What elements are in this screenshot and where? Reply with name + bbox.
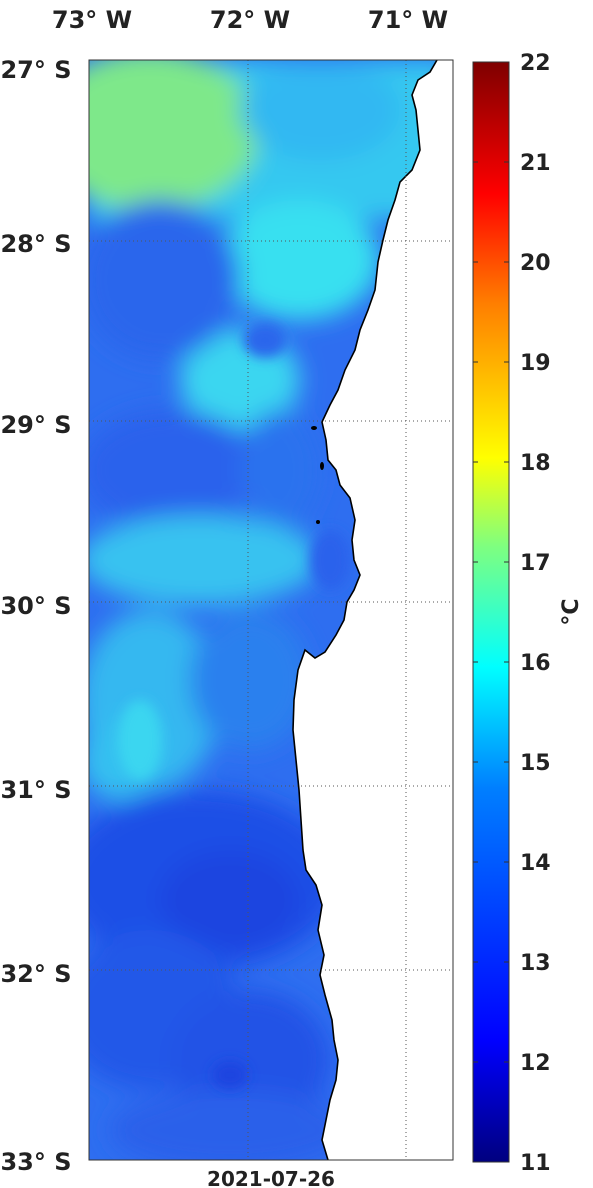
colorbar-tick-label: 13 xyxy=(520,951,551,976)
colorbar-tick-label: 15 xyxy=(520,751,551,776)
lat-label-29s: 29° S xyxy=(0,411,71,439)
colorbar-tick-label: 16 xyxy=(520,651,551,676)
longitude-labels: 73° W 72° W 71° W xyxy=(52,6,448,34)
sst-field xyxy=(89,60,437,1160)
sst-detail-patches xyxy=(118,322,350,1089)
colorbar-ticks: 11 12 13 14 15 16 17 18 19 20 21 22 xyxy=(473,51,551,1176)
sst-patches xyxy=(89,60,437,1160)
colorbar-tick-label: 19 xyxy=(520,351,551,376)
lat-label-32s: 32° S xyxy=(0,960,71,988)
lat-label-30s: 30° S xyxy=(0,592,71,620)
lon-label-72w: 72° W xyxy=(210,6,290,34)
map-gridlines xyxy=(89,60,453,1160)
colorbar-unit-label: °C xyxy=(559,598,584,625)
colorbar: 11 12 13 14 15 16 17 18 19 20 21 22 °C xyxy=(472,51,584,1176)
colorbar-tick-label: 12 xyxy=(520,1051,551,1076)
map-frame xyxy=(88,59,454,1161)
colorbar-tick-label: 21 xyxy=(520,151,551,176)
colorbar-tick-label: 14 xyxy=(520,851,551,876)
lat-label-27s: 27° S xyxy=(0,56,71,84)
lat-label-33s: 33° S xyxy=(0,1148,71,1176)
colorbar-tick-label: 20 xyxy=(520,251,551,276)
colorbar-tick-label: 17 xyxy=(520,551,551,576)
colorbar-tick-label: 11 xyxy=(520,1151,551,1176)
island-marks xyxy=(311,426,324,524)
coastline xyxy=(292,59,438,1161)
colorbar-tick-label: 22 xyxy=(520,51,551,76)
latitude-labels: 27° S 28° S 29° S 30° S 31° S 32° S 33° … xyxy=(0,56,71,1176)
lon-label-73w: 73° W xyxy=(52,6,132,34)
lon-label-71w: 71° W xyxy=(368,6,448,34)
lat-label-28s: 28° S xyxy=(0,230,71,258)
colorbar-gradient xyxy=(472,61,510,1163)
colorbar-tick-label: 18 xyxy=(520,451,551,476)
lat-label-31s: 31° S xyxy=(0,776,71,804)
date-label: 2021-07-26 xyxy=(207,1167,335,1188)
